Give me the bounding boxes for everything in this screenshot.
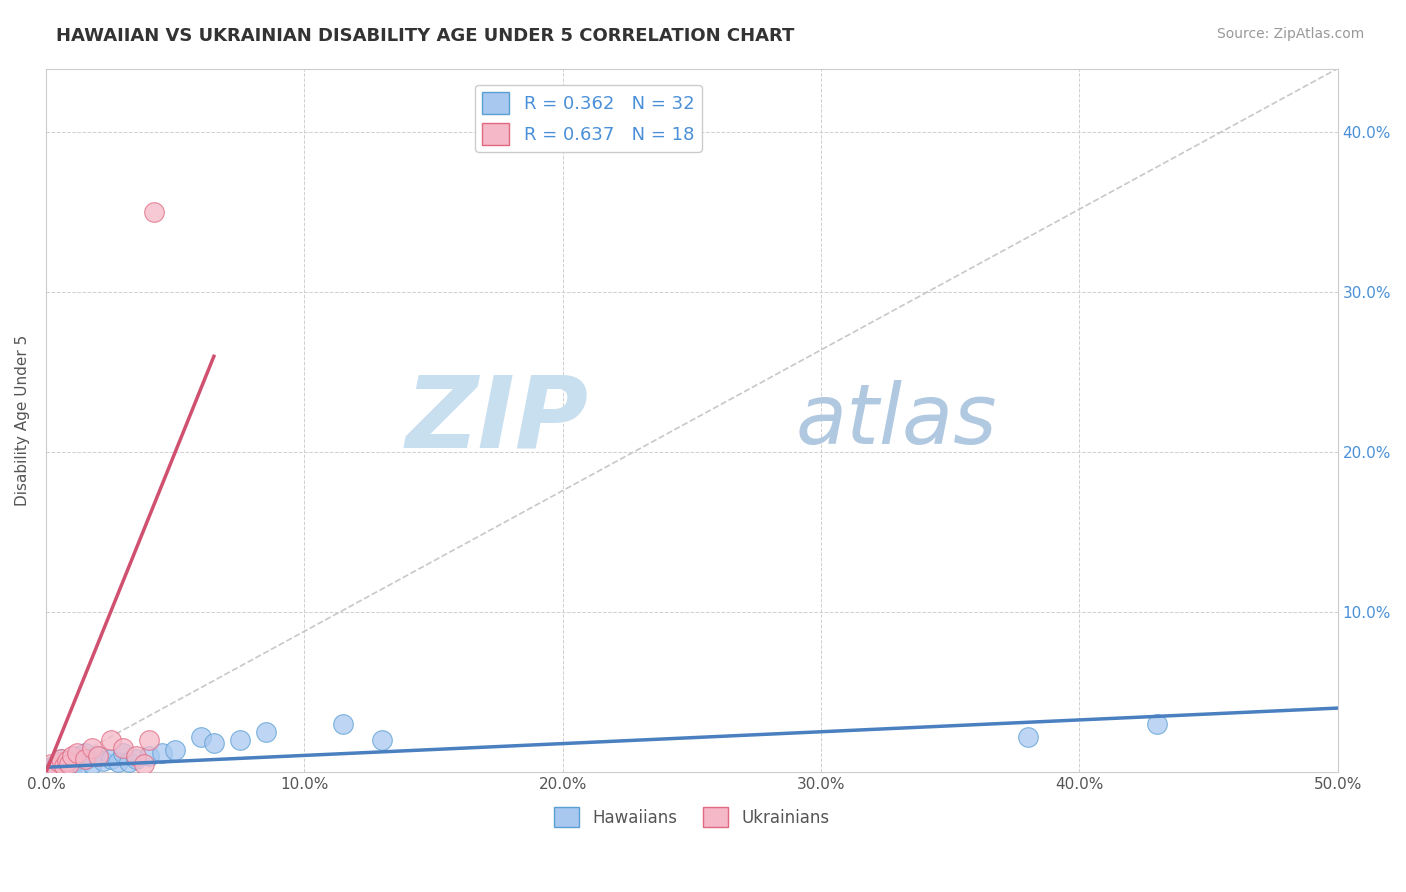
Point [55,758,77,772]
Point [138,749,160,764]
Point [82,757,104,772]
Point [60,760,83,774]
Point [82,741,104,756]
Point [117,756,139,770]
Point [228,733,250,747]
Point [165,742,187,756]
Point [138,733,160,747]
Point [86,749,108,764]
Point [66,749,89,764]
Point [143,205,166,219]
Point [202,736,225,750]
Point [53,758,76,772]
Point [134,757,156,772]
Point [100,752,122,766]
Point [332,717,354,731]
Point [48,756,70,770]
Point [254,725,277,739]
Text: Source: ZipAtlas.com: Source: ZipAtlas.com [1216,27,1364,41]
Legend: Hawaiians, Ukrainians: Hawaiians, Ukrainians [548,800,837,834]
Point [45,760,67,774]
Point [76,752,98,766]
Point [112,746,135,760]
Point [73,752,96,766]
Point [1017,730,1039,744]
Point [39,760,62,774]
Point [107,756,129,770]
Point [100,733,122,747]
Text: ZIP: ZIP [405,372,589,469]
Point [60,749,83,764]
Point [73,746,96,760]
Point [58,757,80,772]
Point [91,754,114,768]
Y-axis label: Disability Age Under 5: Disability Age Under 5 [15,334,30,506]
Text: atlas: atlas [796,380,997,461]
Point [69,757,91,772]
Point [86,749,108,764]
Point [190,730,212,744]
Point [125,752,148,766]
Point [48,758,70,772]
Point [58,754,80,768]
Point [39,757,62,772]
Point [51,752,73,766]
Point [112,741,135,756]
Point [55,754,77,768]
Point [53,756,76,770]
Point [45,757,67,772]
Point [63,756,86,770]
Point [371,733,394,747]
Text: HAWAIIAN VS UKRAINIAN DISABILITY AGE UNDER 5 CORRELATION CHART: HAWAIIAN VS UKRAINIAN DISABILITY AGE UND… [56,27,794,45]
Point [150,746,173,760]
Point [51,752,73,766]
Point [125,749,148,764]
Point [66,746,89,760]
Point [1146,717,1168,731]
